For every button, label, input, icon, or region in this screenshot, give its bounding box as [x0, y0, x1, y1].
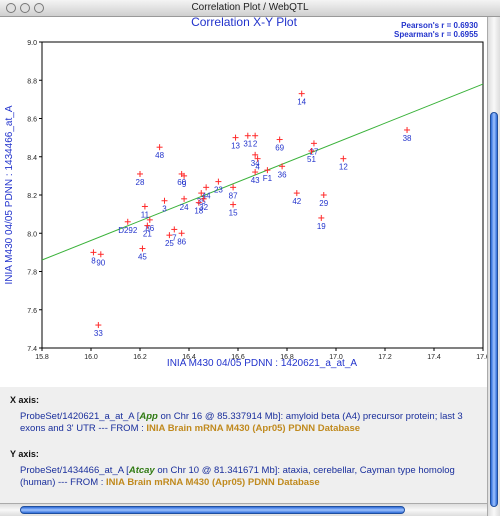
data-point-label: 8: [91, 256, 96, 265]
data-point-label: 35: [197, 197, 206, 206]
data-point-label: 18: [194, 207, 203, 216]
data-point-label: 42: [292, 197, 301, 206]
y-database-link[interactable]: INIA Brain mRNA M430 (Apr05) PDNN Databa…: [106, 477, 320, 488]
y-axis-description: ProbeSet/1434466_at_A [Atcay on Chr 10 @…: [20, 465, 455, 488]
window-title: Correlation Plot / WebQTL: [191, 2, 309, 13]
pearson-r: Pearson's r = 0.6930: [401, 21, 478, 30]
y-probeset-link[interactable]: ProbeSet/1434466_at_A: [20, 465, 124, 476]
data-point-label: 48: [155, 151, 164, 160]
data-point-label: 21: [143, 230, 152, 239]
data-point-label: D292: [118, 226, 138, 235]
x-axis-description: ProbeSet/1420621_a_at_A [App on Chr 16 @…: [20, 411, 463, 434]
y-tick-label: 9.0: [27, 40, 37, 47]
data-point-label: 86: [177, 237, 186, 246]
x-tick-label: 17.0: [329, 354, 343, 361]
axis-info-panel: X axis: ProbeSet/1420621_a_at_A [App on …: [0, 387, 487, 516]
x-gene-location: on Chr 16 @ 85.337914 Mb]: amyloid beta …: [20, 411, 463, 434]
data-point-label: 31: [243, 140, 252, 149]
plot-area: [41, 41, 484, 349]
x-axis: 15.8 16.0 16.2 16.4 16.6 16.8 17.0 17.2 17.4 17.6: [35, 348, 487, 361]
data-point-label: 3: [162, 205, 167, 214]
x-tick-label: 17.2: [378, 354, 392, 361]
y-axis-heading: Y axis:: [10, 449, 39, 459]
data-point-label: 69: [275, 144, 284, 153]
correlation-scatter-plot: Correlation X-Y Plot Pearson's r = 0.693…: [4, 17, 487, 369]
data-point-label: 27: [309, 147, 318, 156]
y-gene-symbol[interactable]: Atcay: [128, 465, 155, 476]
vertical-scroll-thumb[interactable]: [490, 112, 498, 507]
data-point-label: 86: [145, 224, 154, 233]
y-tick-label: 7.4: [27, 346, 37, 353]
data-point-label: 19: [317, 222, 326, 231]
y-gene-location: on Chr 10 @ 81.341671 Mb]: ataxia, cereb…: [20, 465, 455, 488]
data-point-label: 7: [172, 233, 177, 242]
y-tick-label: 8.8: [27, 78, 37, 85]
data-point-label: 28: [136, 178, 145, 187]
data-point-label: 23: [214, 186, 223, 195]
data-point-label: 36: [278, 170, 287, 179]
y-axis: 7.4 7.6 7.8 8.0 8.2 8.4 8.6 8.8 9.0: [27, 40, 42, 353]
y-tick-label: 8.0: [27, 231, 37, 238]
x-tick-label: 16.4: [182, 354, 196, 361]
data-point-label: 87: [229, 191, 238, 200]
data-point-label: 44: [202, 191, 211, 200]
page-content: Correlation X-Y Plot Pearson's r = 0.693…: [0, 17, 487, 516]
x-tick-label: 16.2: [133, 354, 147, 361]
x-probeset-link[interactable]: ProbeSet/1420621_a_at_A: [20, 411, 135, 422]
data-point-label: 2: [253, 140, 258, 149]
data-point-label: 24: [180, 203, 189, 212]
horizontal-scrollbar[interactable]: [0, 503, 487, 516]
data-point-label: 90: [96, 258, 105, 267]
y-tick-label: 8.4: [27, 155, 37, 162]
minimize-window-button[interactable]: [20, 3, 30, 13]
x-gene-symbol[interactable]: App: [139, 411, 158, 422]
y-tick-label: 7.6: [27, 308, 37, 315]
chart-title: Correlation X-Y Plot: [191, 17, 297, 29]
data-point-label: 60: [177, 178, 186, 187]
data-point-label: 43: [251, 176, 260, 185]
y-tick-label: 8.6: [27, 117, 37, 124]
y-axis-label: INIA M430 04/05 PDNN : 1434466_at_A: [4, 105, 15, 284]
data-point-label: 15: [229, 209, 238, 218]
data-point-label: 13: [231, 142, 240, 151]
data-point-label: 38: [403, 134, 412, 143]
horizontal-scroll-thumb[interactable]: [20, 506, 405, 514]
data-point-label: 12: [339, 163, 348, 172]
x-database-link[interactable]: INIA Brain mRNA M430 (Apr05) PDNN Databa…: [146, 423, 361, 434]
x-tick-label: 17.4: [427, 354, 441, 361]
data-point-label: 45: [138, 253, 147, 262]
data-point-label: 14: [297, 98, 306, 107]
x-tick-label: 17.6: [476, 354, 487, 361]
vertical-scrollbar[interactable]: [487, 17, 500, 516]
x-tick-label: 16.0: [84, 354, 98, 361]
data-point-label: 25: [165, 239, 174, 248]
data-point-label: 34: [251, 159, 260, 168]
x-axis-heading: X axis:: [10, 395, 40, 405]
x-tick-label: 15.8: [35, 354, 49, 361]
regression-line: [41, 83, 484, 261]
zoom-window-button[interactable]: [34, 3, 44, 13]
y-tick-label: 7.8: [27, 270, 37, 277]
data-point-label: F1: [263, 174, 273, 183]
window-titlebar: Correlation Plot / WebQTL: [0, 0, 500, 17]
x-tick-label: 16.6: [231, 354, 245, 361]
y-tick-label: 8.2: [27, 193, 37, 200]
spearman-r: Spearman's r = 0.6955: [394, 30, 479, 39]
data-point-label: 29: [319, 199, 328, 208]
data-point-label: 4: [255, 163, 260, 172]
data-point-label: 9: [182, 180, 187, 189]
data-point-label: 33: [94, 329, 103, 338]
data-point-label: 32: [199, 203, 208, 212]
x-axis-label: INIA M430 04/05 PDNN : 1420621_a_at_A: [167, 358, 357, 369]
x-tick-label: 16.8: [280, 354, 294, 361]
close-window-button[interactable]: [6, 3, 16, 13]
data-point-label: 51: [307, 155, 316, 164]
data-point-label: 11: [141, 210, 150, 219]
